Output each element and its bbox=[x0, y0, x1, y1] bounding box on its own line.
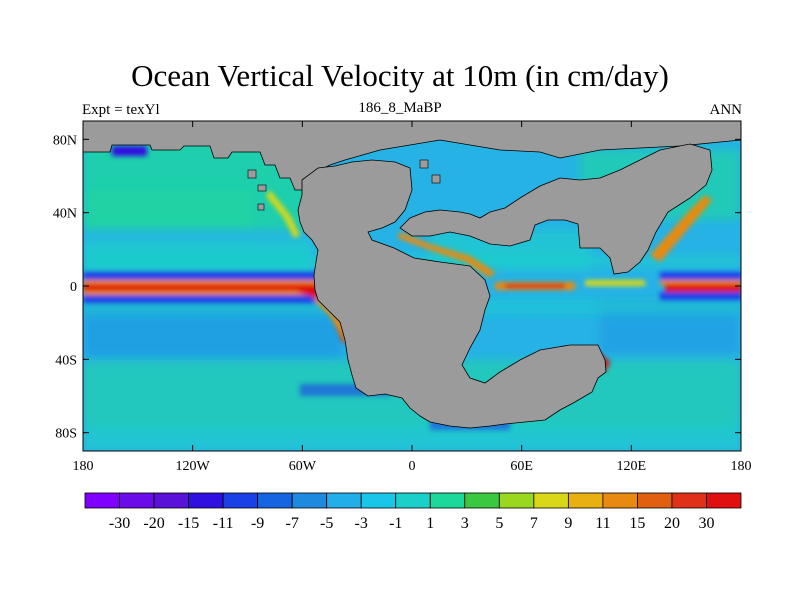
experiment-label: Expt = texYl bbox=[82, 102, 160, 118]
colorbar-swatch bbox=[671, 492, 707, 509]
colorbar-label: 30 bbox=[698, 515, 714, 532]
colorbar-label: -1 bbox=[389, 515, 402, 532]
colorbar-swatch bbox=[395, 492, 431, 509]
island bbox=[431, 174, 441, 184]
colorbar-swatch bbox=[291, 492, 328, 509]
island bbox=[257, 184, 267, 192]
lon-tick-label: 180 bbox=[731, 459, 752, 474]
colorbar-label: 5 bbox=[495, 515, 503, 532]
colorbar-swatch bbox=[533, 492, 569, 509]
colorbar-swatch bbox=[464, 492, 500, 509]
lon-tick-label: 120W bbox=[176, 459, 211, 474]
colorbar-label: 1 bbox=[426, 515, 434, 532]
colorbar-swatch bbox=[188, 492, 224, 509]
colorbar-label: 11 bbox=[595, 515, 610, 532]
colorbar-label: -9 bbox=[251, 515, 264, 532]
lon-tick-label: 180 bbox=[73, 459, 94, 474]
lon-tick-label: 60E bbox=[510, 459, 533, 474]
colorbar-swatch bbox=[326, 492, 362, 509]
period-label: 186_8_MaBP bbox=[358, 100, 442, 116]
colorbar-label: 9 bbox=[564, 515, 572, 532]
colorbar-label: -20 bbox=[143, 515, 164, 532]
colorbar-label: -5 bbox=[320, 515, 333, 532]
colorbar-label: -15 bbox=[178, 515, 199, 532]
colorbar: -30 -20 -15 -11 -9 -7 -5 -3 -1 1 3 5 7 9 11 15 20 30 bbox=[84, 492, 742, 532]
lat-tick-label: 0 bbox=[70, 280, 77, 295]
colorbar-label: -3 bbox=[355, 515, 368, 532]
lon-tick-label: 0 bbox=[409, 459, 416, 474]
colorbar-swatch bbox=[257, 492, 293, 509]
lat-tick-label: 80N bbox=[53, 133, 77, 148]
island bbox=[419, 159, 429, 169]
lon-tick-label: 60W bbox=[289, 459, 317, 474]
colorbar-swatch bbox=[222, 492, 259, 509]
lon-tick-label: 120E bbox=[617, 459, 647, 474]
land-masses bbox=[83, 121, 741, 429]
colorbar-label: 20 bbox=[664, 515, 680, 532]
colorbar-label: -7 bbox=[285, 515, 298, 532]
pangea-continent bbox=[297, 159, 607, 429]
colorbar-label: -11 bbox=[213, 515, 234, 532]
colorbar-swatch bbox=[637, 492, 673, 509]
colorbar-swatch bbox=[360, 492, 397, 509]
lat-tick-label: 40N bbox=[53, 207, 77, 222]
colorbar-swatch bbox=[498, 492, 535, 509]
map-title: Ocean Vertical Velocity at 10m (in cm/da… bbox=[131, 58, 669, 93]
colorbar-label: 7 bbox=[530, 515, 538, 532]
colorbar-swatch bbox=[119, 492, 155, 509]
axis-ticks: 80N 40N 0 40S 80S 180 120W 60W 0 60E 120E 180 bbox=[53, 121, 752, 474]
equatorial-bands bbox=[83, 124, 741, 430]
lat-tick-label: 40S bbox=[55, 353, 77, 368]
island bbox=[247, 169, 257, 179]
colorbar-swatch bbox=[429, 492, 466, 509]
colorbar-label: -30 bbox=[109, 515, 130, 532]
lat-tick-label: 80S bbox=[55, 427, 77, 442]
colorbar-label: 15 bbox=[629, 515, 645, 532]
colorbar-swatch bbox=[84, 492, 120, 509]
island bbox=[257, 203, 265, 211]
colorbar-swatch bbox=[153, 492, 189, 509]
season-label: ANN bbox=[709, 102, 743, 118]
colorbar-swatch bbox=[567, 492, 604, 509]
colorbar-swatch bbox=[602, 492, 638, 509]
colorbar-swatch bbox=[706, 492, 742, 509]
colorbar-label: 3 bbox=[461, 515, 469, 532]
eastern-landmass bbox=[399, 143, 713, 275]
